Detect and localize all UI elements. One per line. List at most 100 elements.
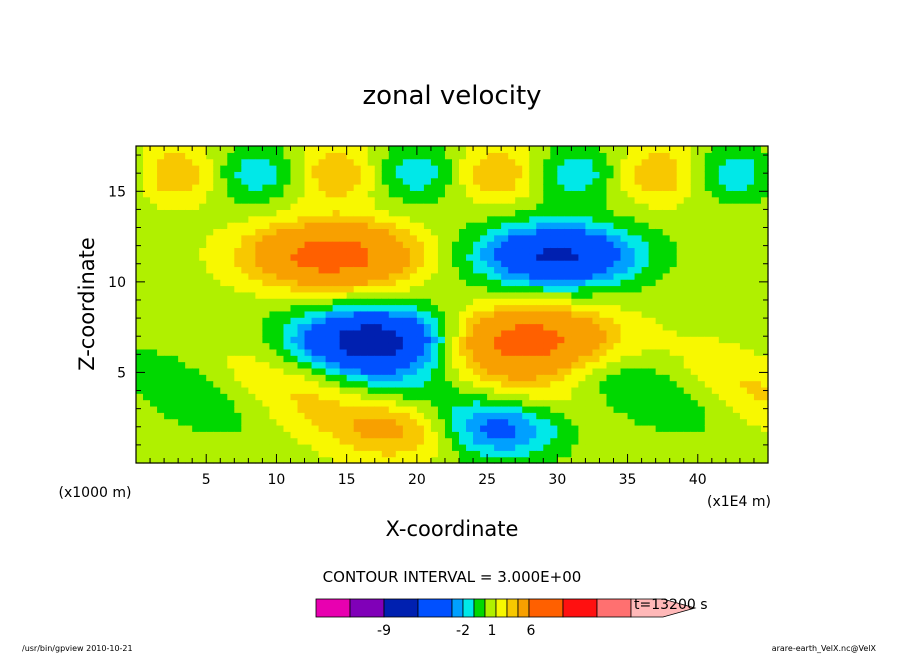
- heatmap-cell: [136, 418, 144, 426]
- heatmap-cell: [711, 367, 720, 375]
- heatmap-cell: [606, 399, 615, 407]
- heatmap-cell: [423, 329, 432, 337]
- heatmap-cell: [234, 158, 242, 166]
- heatmap-cell: [760, 184, 769, 191]
- heatmap-cell: [452, 405, 460, 413]
- heatmap-cell: [627, 234, 636, 242]
- heatmap-cell: [423, 177, 432, 185]
- heatmap-cell: [136, 272, 144, 280]
- heatmap-cell: [255, 215, 263, 223]
- heatmap-cell: [711, 203, 720, 210]
- heatmap-cell: [241, 177, 249, 185]
- heatmap-cell: [248, 450, 256, 458]
- heatmap-cell: [529, 266, 537, 274]
- heatmap-cell: [409, 431, 418, 439]
- heatmap-cell: [655, 437, 664, 445]
- heatmap-cell: [592, 443, 601, 451]
- heatmap-cell: [760, 171, 769, 179]
- heatmap-cell: [753, 146, 762, 153]
- heatmap-cell: [739, 380, 748, 388]
- heatmap-cell: [262, 215, 271, 223]
- heatmap-cell: [409, 361, 418, 369]
- heatmap-cell: [416, 304, 425, 312]
- heatmap-cell: [683, 177, 692, 185]
- heatmap-cell: [613, 196, 622, 204]
- heatmap-cell: [353, 260, 362, 268]
- heatmap-cell: [388, 342, 397, 350]
- heatmap-cell: [753, 310, 762, 318]
- heatmap-cell: [599, 209, 608, 217]
- heatmap-cell: [501, 158, 509, 166]
- heatmap-cell: [381, 361, 390, 369]
- heatmap-cell: [241, 222, 249, 230]
- heatmap-cell: [473, 450, 481, 458]
- heatmap-cell: [578, 304, 587, 312]
- heatmap-cell: [213, 405, 221, 413]
- heatmap-cell: [571, 329, 579, 337]
- heatmap-cell: [508, 361, 516, 369]
- heatmap-cell: [725, 437, 734, 445]
- heatmap-cell: [192, 317, 200, 325]
- heatmap-cell: [374, 298, 383, 306]
- heatmap-cell: [648, 348, 657, 356]
- heatmap-cell: [381, 241, 390, 249]
- heatmap-cell: [325, 184, 334, 191]
- heatmap-cell: [346, 310, 355, 318]
- heatmap-cell: [718, 374, 727, 382]
- heatmap-cell: [136, 285, 144, 293]
- heatmap-cell: [599, 177, 608, 185]
- heatmap-cell: [388, 291, 397, 299]
- heatmap-cell: [536, 304, 544, 312]
- heatmap-cell: [683, 146, 692, 153]
- heatmap-cell: [725, 291, 734, 299]
- heatmap-cell: [150, 317, 158, 325]
- heatmap-cell: [508, 190, 516, 198]
- heatmap-cell: [585, 298, 594, 306]
- heatmap-cell: [452, 247, 460, 255]
- heatmap-cell: [676, 412, 685, 420]
- heatmap-cell: [255, 450, 263, 458]
- heatmap-cell: [613, 184, 622, 191]
- heatmap-cell: [248, 196, 256, 204]
- heatmap-cell: [206, 209, 214, 217]
- heatmap-cell: [578, 158, 587, 166]
- heatmap-cell: [620, 209, 629, 217]
- heatmap-cell: [374, 443, 383, 451]
- heatmap-cell: [150, 291, 158, 299]
- heatmap-cell: [339, 184, 348, 191]
- heatmap-cell: [655, 323, 664, 331]
- heatmap-cell: [388, 190, 397, 198]
- heatmap-cell: [606, 380, 615, 388]
- heatmap-cell: [234, 177, 242, 185]
- heatmap-cell: [353, 184, 362, 191]
- heatmap-cell: [241, 152, 249, 160]
- heatmap-cell: [402, 412, 411, 420]
- heatmap-cell: [248, 146, 256, 153]
- heatmap-cell: [290, 165, 299, 172]
- heatmap-cell: [388, 317, 397, 325]
- heatmap-cell: [711, 437, 720, 445]
- heatmap-cell: [606, 234, 615, 242]
- heatmap-cell: [395, 298, 404, 306]
- heatmap-cell: [585, 260, 594, 268]
- heatmap-cell: [697, 190, 706, 198]
- heatmap-cell: [269, 215, 278, 223]
- heatmap-cell: [255, 291, 263, 299]
- heatmap-cell: [199, 317, 207, 325]
- heatmap-cell: [669, 171, 678, 179]
- heatmap-cell: [171, 329, 179, 337]
- heatmap-cell: [557, 304, 565, 312]
- heatmap-cell: [402, 285, 411, 293]
- heatmap-cell: [480, 215, 488, 223]
- heatmap-cell: [423, 234, 432, 242]
- heatmap-cell: [192, 165, 200, 172]
- heatmap-cell: [550, 165, 558, 172]
- heatmap-cell: [269, 196, 278, 204]
- heatmap-cell: [423, 437, 432, 445]
- heatmap-cell: [150, 386, 158, 394]
- heatmap-cell: [150, 260, 158, 268]
- heatmap-cell: [641, 304, 650, 312]
- heatmap-cell: [704, 285, 713, 293]
- heatmap-cell: [494, 165, 502, 172]
- heatmap-cell: [325, 412, 334, 420]
